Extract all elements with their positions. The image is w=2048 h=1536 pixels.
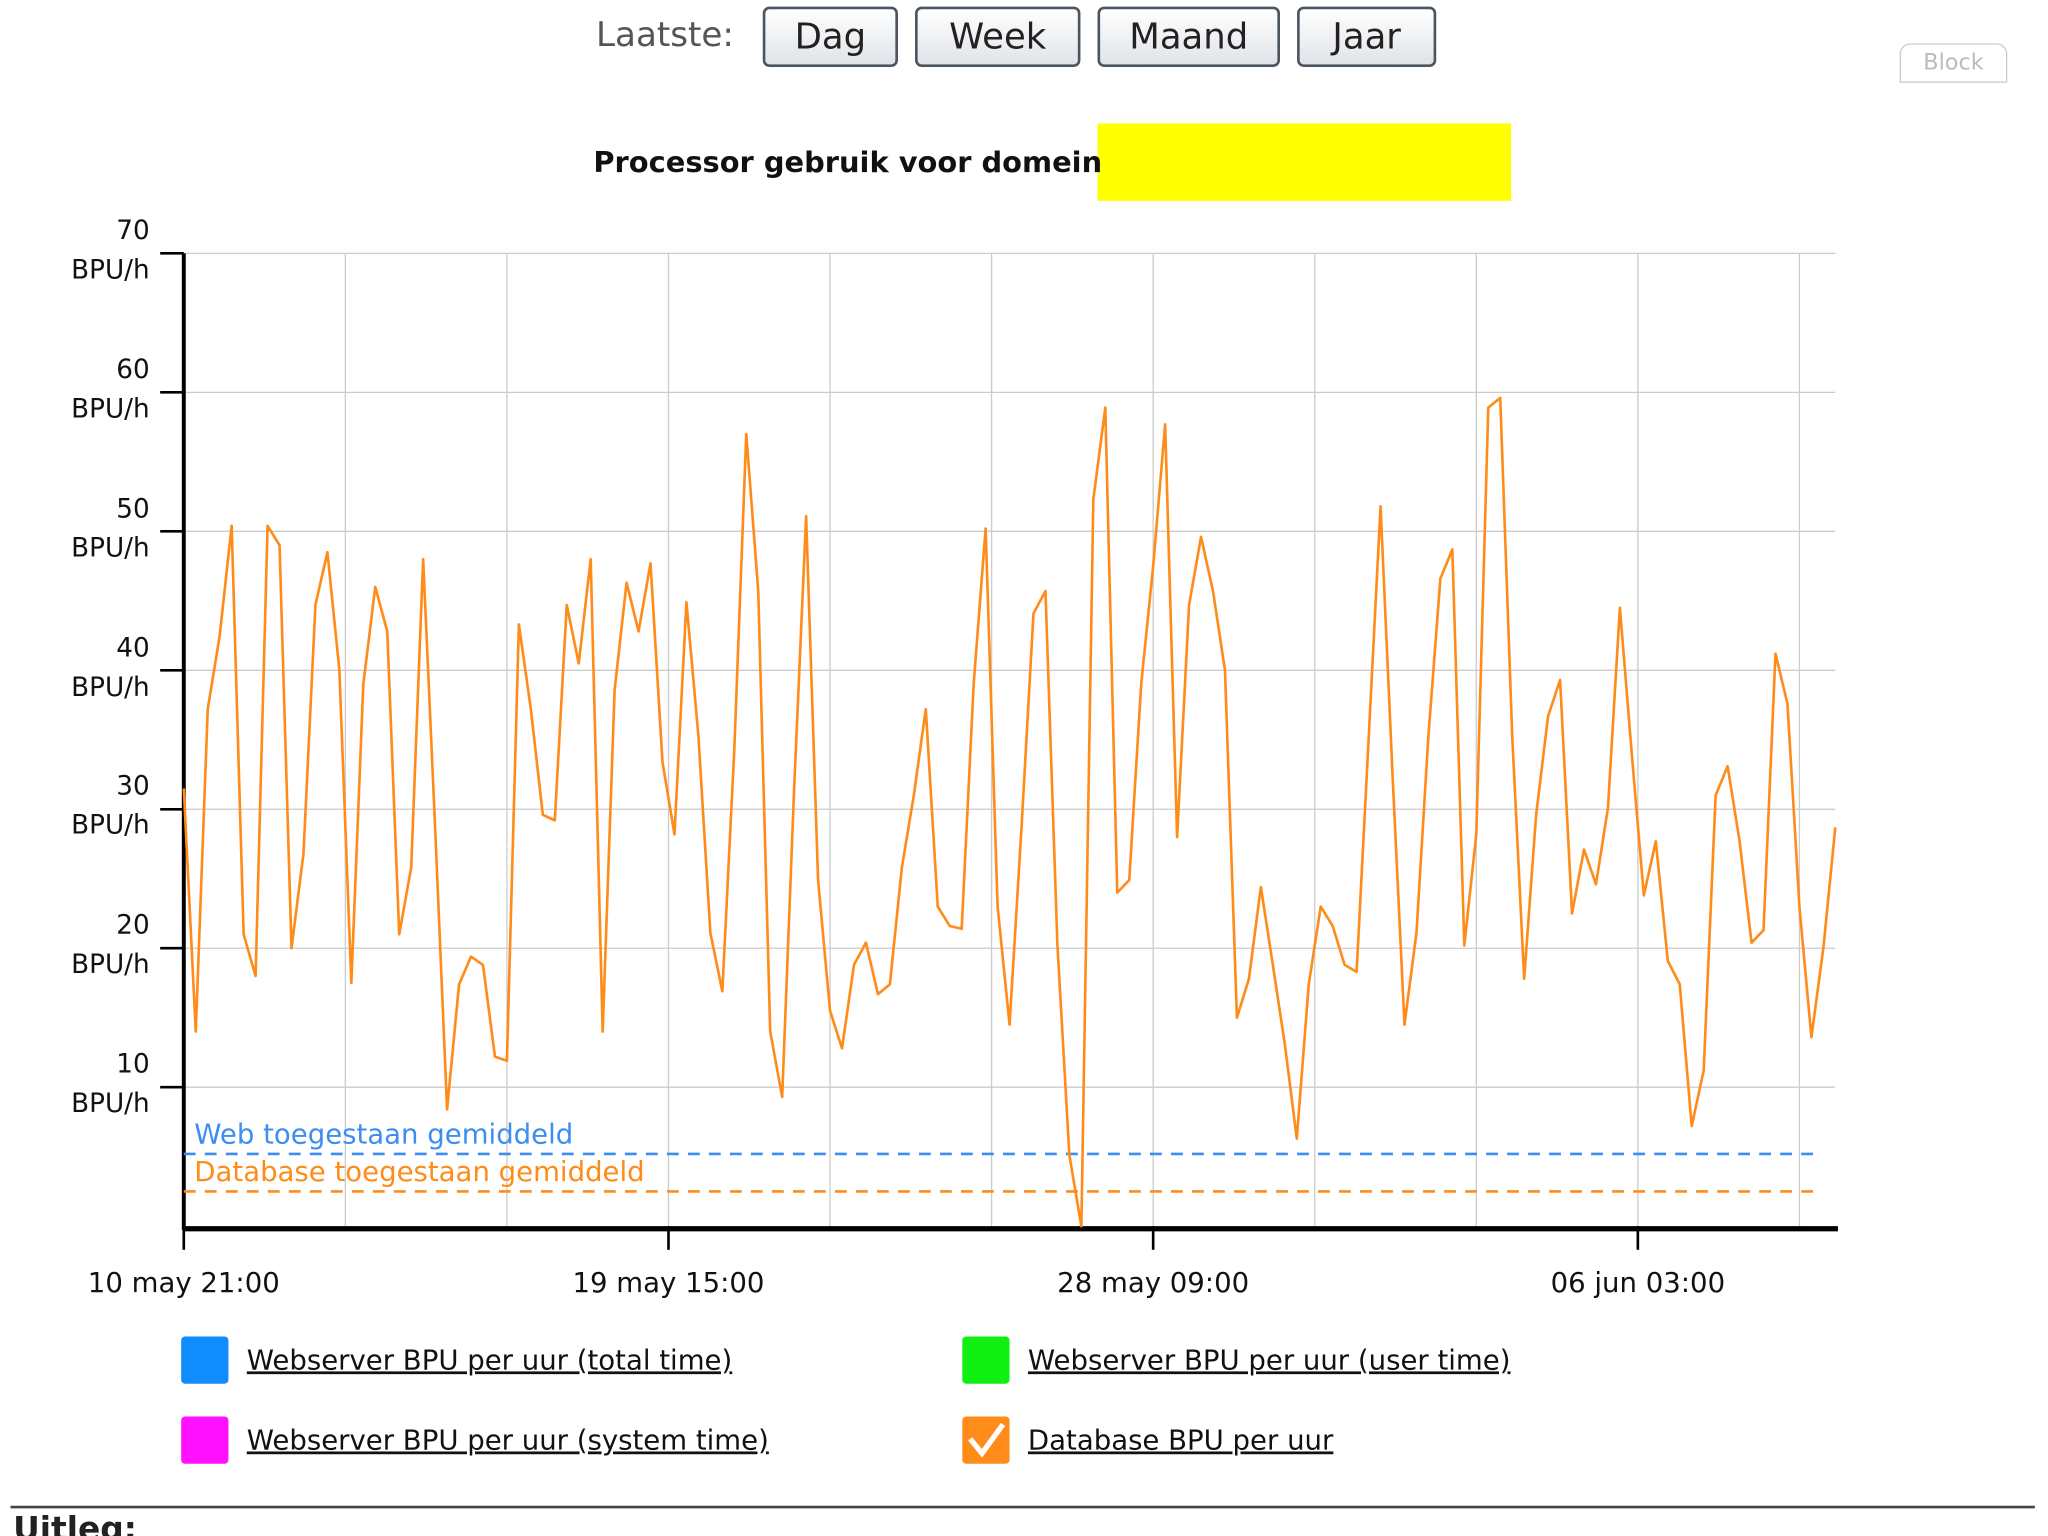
y-tick-label: 10 BPU/h: [71, 1047, 150, 1119]
y-tick-label: 20 BPU/h: [71, 908, 150, 980]
x-tick-label: 06 jun 03:00: [1551, 1267, 1726, 1299]
legend-swatch: [181, 1416, 229, 1464]
y-tick-label: 70 BPU/h: [71, 213, 150, 285]
reference-label: Database toegestaan gemiddeld: [194, 1156, 644, 1188]
x-tick-label: 19 may 15:00: [572, 1267, 764, 1299]
chart-title: Processor gebruik voor domein: [593, 145, 1102, 179]
legend-check: [968, 1422, 1006, 1458]
redaction: [1097, 123, 1512, 201]
y-tick-label: 30 BPU/h: [71, 769, 150, 841]
legend-swatch: [962, 1336, 1010, 1384]
legend-swatch: [181, 1336, 229, 1384]
period-button[interactable]: Week: [915, 6, 1081, 67]
y-tick-label: 50 BPU/h: [71, 491, 150, 563]
y-tick-label: 60 BPU/h: [71, 352, 150, 424]
x-tick-label: 28 may 09:00: [1057, 1267, 1249, 1299]
legend-label[interactable]: Webserver BPU per uur (total time): [247, 1344, 732, 1376]
reference-label: Web toegestaan gemiddeld: [194, 1119, 573, 1151]
toolbar-label: Laatste:: [596, 15, 734, 56]
data-line: [182, 396, 1837, 1228]
legend-label[interactable]: Database BPU per uur: [1028, 1424, 1334, 1456]
legend-label[interactable]: Webserver BPU per uur (user time): [1028, 1344, 1511, 1376]
period-button[interactable]: Maand: [1097, 6, 1280, 67]
period-button[interactable]: Jaar: [1297, 6, 1437, 67]
block-button[interactable]: Block: [1899, 43, 2008, 83]
legend-label[interactable]: Webserver BPU per uur (system time): [247, 1424, 769, 1456]
period-button[interactable]: Dag: [762, 6, 898, 67]
x-tick-label: 10 may 21:00: [88, 1267, 280, 1299]
footer-heading: Uitleg:: [13, 1509, 137, 1536]
y-tick-label: 40 BPU/h: [71, 630, 150, 702]
